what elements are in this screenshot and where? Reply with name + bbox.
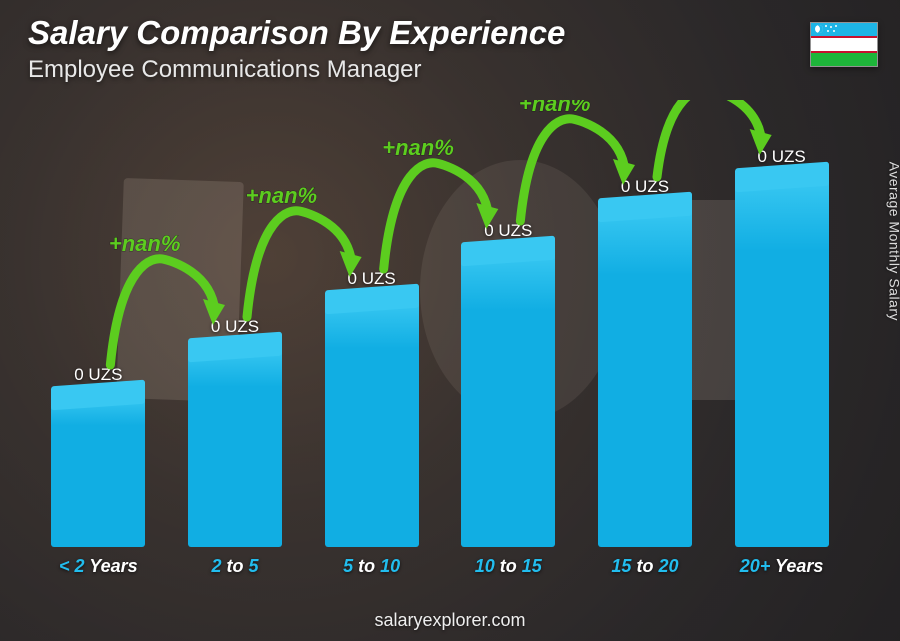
- bar: [735, 177, 829, 547]
- page-subtitle: Employee Communications Manager: [28, 56, 422, 84]
- bar-slot: 0 UZS: [453, 221, 563, 547]
- bar-slot: 0 UZS: [590, 177, 700, 547]
- x-axis: < 2 Years 2 to 5 5 to 10 10 to 15 15 to 20 20…: [30, 556, 850, 577]
- bar-slot: 0 UZS: [43, 365, 153, 547]
- footer-attribution: salaryexplorer.com: [0, 610, 900, 631]
- page-title: Salary Comparison By Experience: [28, 14, 565, 52]
- x-axis-label: 5 to 10: [317, 556, 427, 577]
- chart-area: 0 UZS0 UZS0 UZS0 UZS0 UZS0 UZS +nan%+nan…: [30, 100, 850, 571]
- x-axis-label: < 2 Years: [43, 556, 153, 577]
- bar: [325, 299, 419, 547]
- chart-stage: Salary Comparison By Experience Employee…: [0, 0, 900, 641]
- country-flag-uzbekistan: [810, 22, 878, 67]
- x-axis-label: 15 to 20: [590, 556, 700, 577]
- bar: [461, 251, 555, 547]
- x-axis-label: 2 to 5: [180, 556, 290, 577]
- x-axis-label: 20+ Years: [727, 556, 837, 577]
- bar-slot: 0 UZS: [180, 317, 290, 547]
- x-axis-label: 10 to 15: [453, 556, 563, 577]
- bar-slot: 0 UZS: [727, 147, 837, 547]
- bar: [51, 395, 145, 547]
- bars-row: 0 UZS0 UZS0 UZS0 UZS0 UZS0 UZS: [30, 107, 850, 547]
- bar: [598, 207, 692, 547]
- bar-slot: 0 UZS: [317, 269, 427, 547]
- y-axis-label: Average Monthly Salary: [886, 161, 900, 320]
- bar: [188, 347, 282, 547]
